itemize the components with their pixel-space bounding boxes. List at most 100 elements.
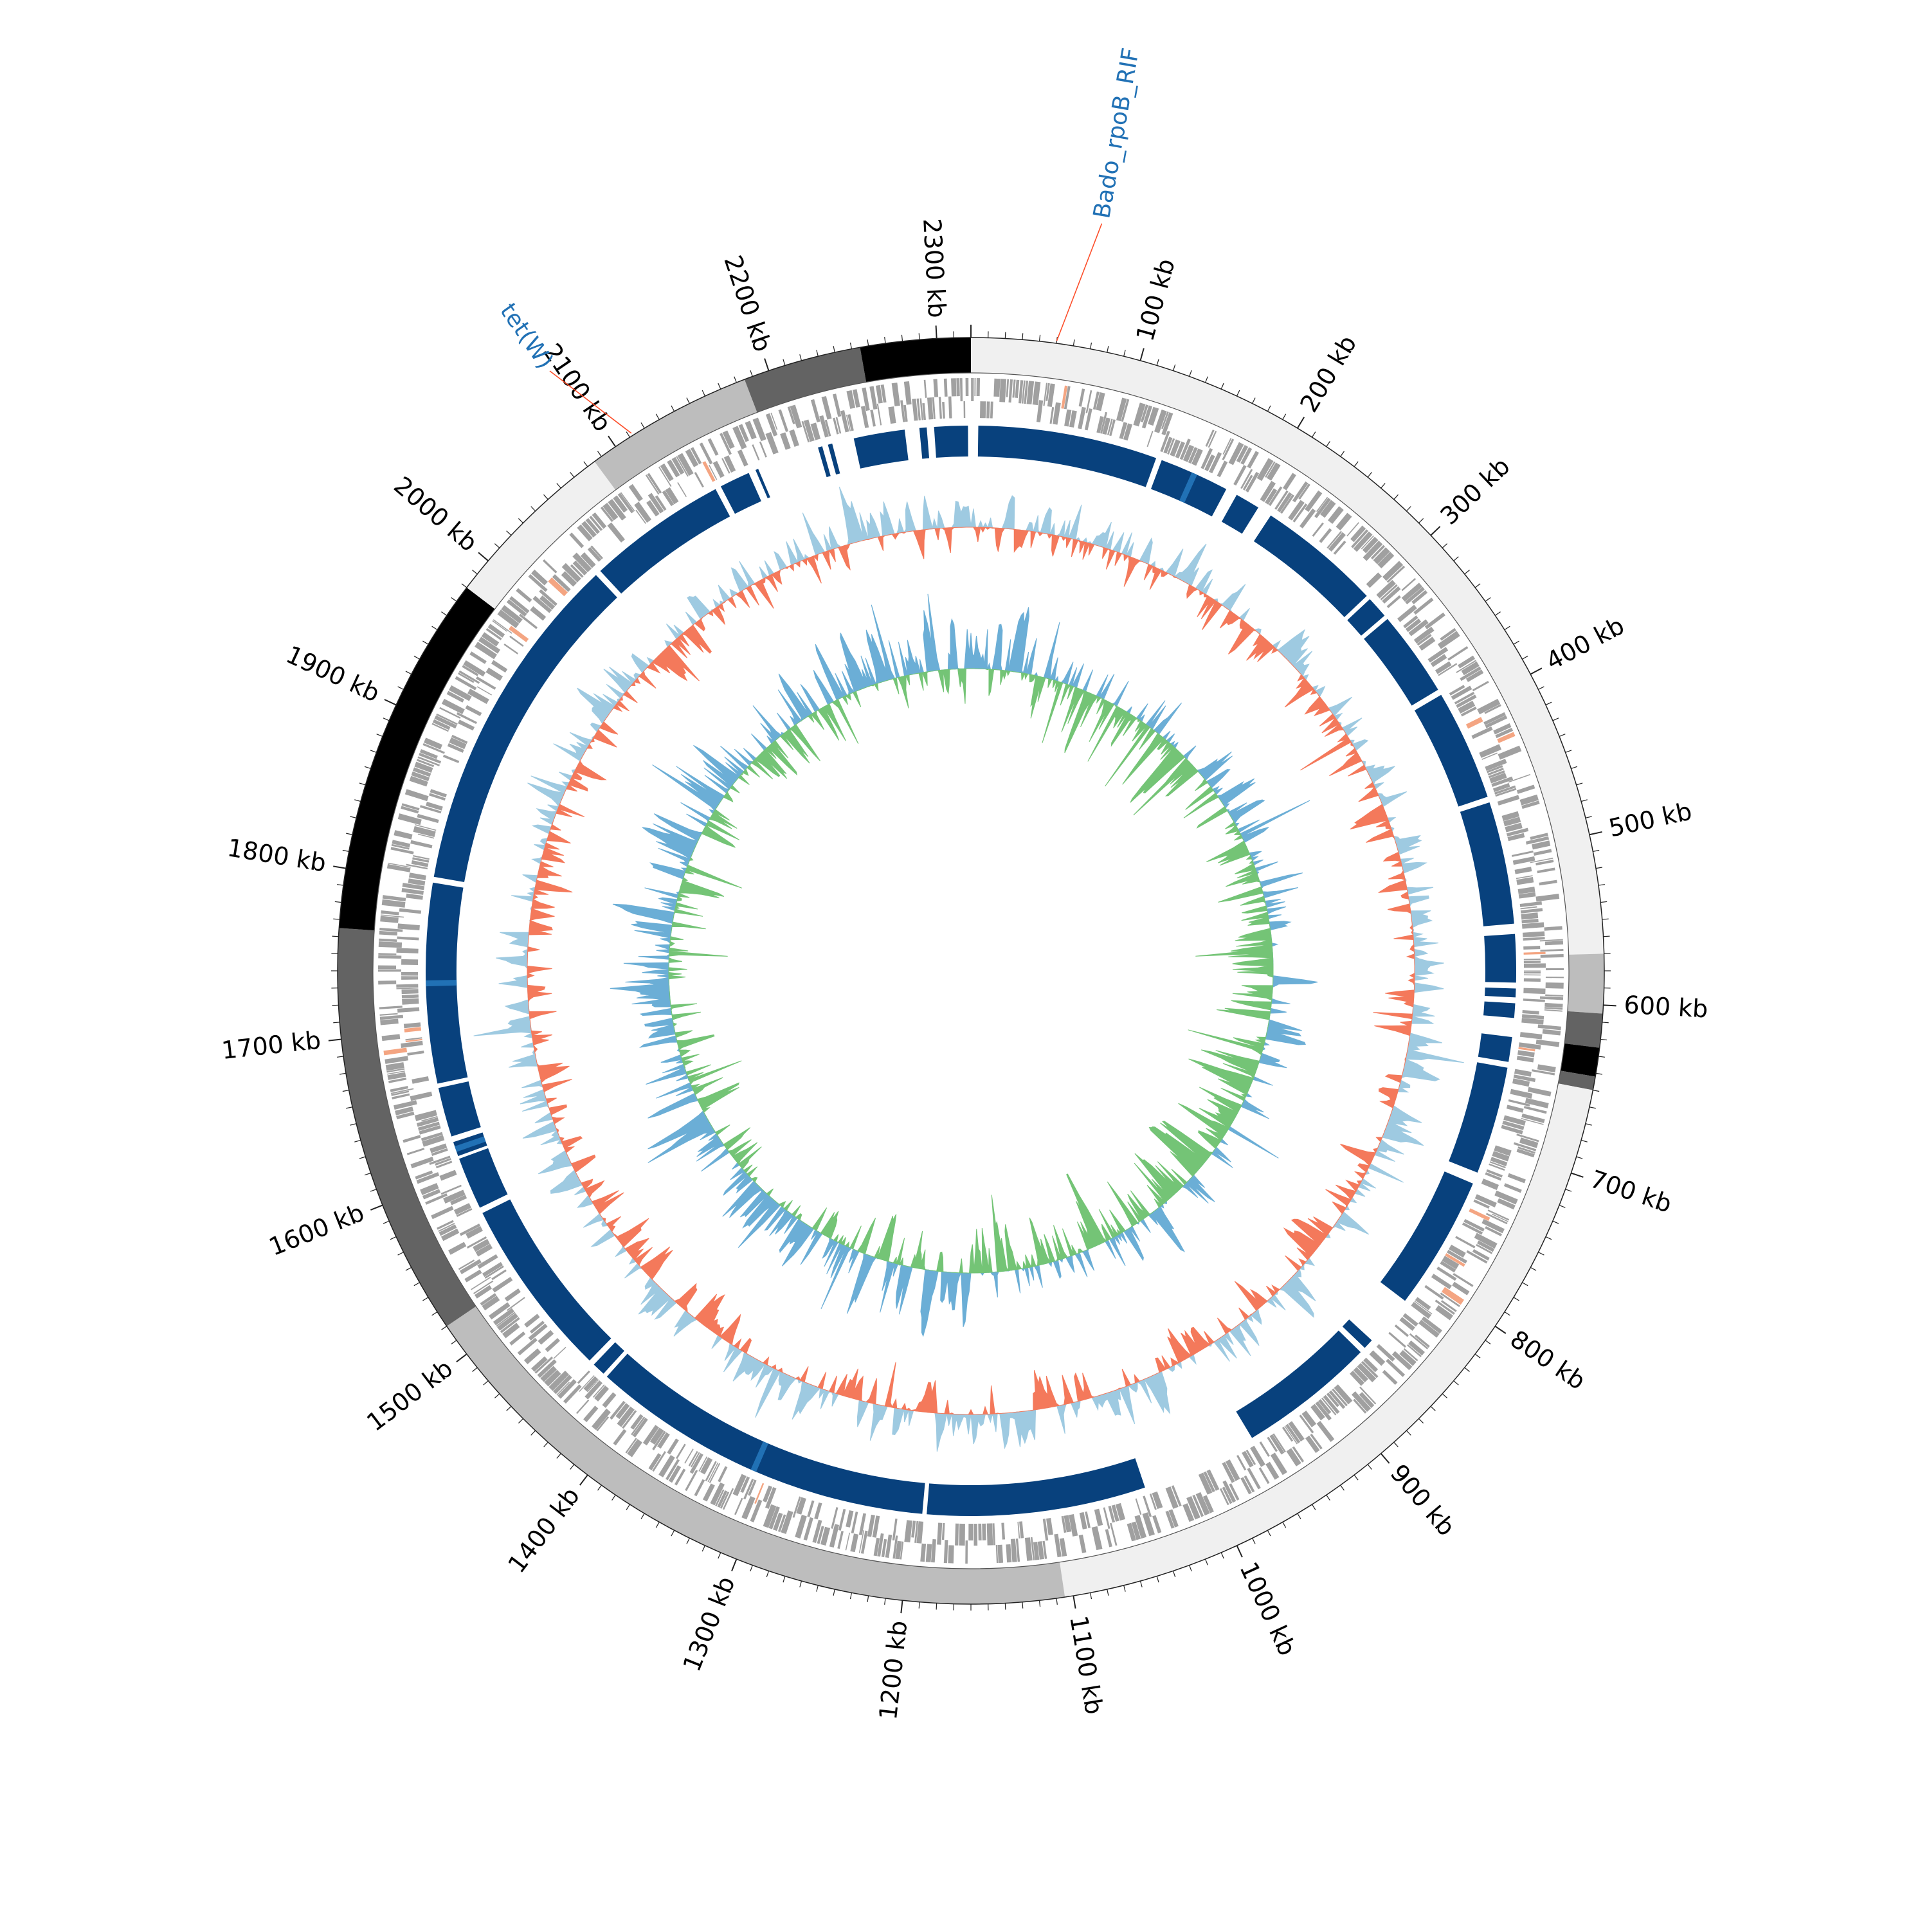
minor-tick bbox=[1298, 1513, 1301, 1519]
cds-feature bbox=[974, 1524, 977, 1546]
cds-feature bbox=[1152, 1492, 1163, 1509]
minor-tick bbox=[414, 656, 420, 659]
cds-feature bbox=[378, 955, 401, 959]
cds-feature bbox=[379, 1013, 397, 1016]
cds-feature bbox=[990, 402, 993, 419]
cds-feature bbox=[1054, 1534, 1062, 1558]
minor-tick bbox=[867, 1596, 869, 1602]
minor-tick bbox=[383, 718, 389, 721]
minor-tick bbox=[354, 1141, 361, 1142]
minor-tick bbox=[1283, 1522, 1286, 1528]
cds-feature bbox=[394, 830, 412, 839]
minor-tick bbox=[441, 612, 446, 616]
cds-feature bbox=[1328, 532, 1346, 552]
cds-feature bbox=[380, 1018, 399, 1025]
cds-feature bbox=[1015, 380, 1020, 398]
minor-tick bbox=[398, 1252, 404, 1255]
minor-tick bbox=[1598, 1056, 1605, 1057]
cds-feature bbox=[576, 1400, 589, 1414]
cds-feature bbox=[1524, 979, 1541, 982]
cds-feature bbox=[396, 988, 418, 989]
gc-content-positive bbox=[474, 487, 1464, 1451]
minor-tick bbox=[1354, 1475, 1358, 1480]
minor-tick bbox=[1514, 1297, 1519, 1301]
minor-tick bbox=[1431, 1406, 1435, 1411]
major-tick bbox=[1141, 348, 1144, 361]
cds-feature bbox=[789, 429, 799, 447]
cds-feature bbox=[694, 472, 704, 487]
minor-tick bbox=[472, 1368, 477, 1371]
minor-tick bbox=[333, 1022, 340, 1023]
minor-tick bbox=[800, 1581, 802, 1587]
cds-feature bbox=[986, 401, 990, 418]
cds-feature bbox=[1283, 473, 1296, 491]
cds-feature bbox=[1001, 1522, 1005, 1539]
cds-feature bbox=[1537, 867, 1555, 873]
gc-skew-track bbox=[610, 594, 1318, 1336]
minor-tick bbox=[462, 584, 467, 588]
cds-feature bbox=[378, 970, 401, 972]
minor-tick bbox=[1091, 343, 1092, 349]
cds-feature bbox=[1544, 926, 1562, 930]
cds-feature bbox=[892, 383, 900, 406]
tick-label: 900 kb bbox=[1385, 1459, 1461, 1541]
homology-block-2 bbox=[1222, 495, 1258, 534]
minor-tick bbox=[766, 1571, 768, 1576]
minor-tick bbox=[1056, 1598, 1057, 1605]
cds-feature bbox=[1546, 977, 1564, 978]
cds-feature bbox=[503, 644, 518, 655]
minor-tick bbox=[350, 1124, 356, 1125]
cds-feature bbox=[1366, 572, 1382, 588]
minor-tick bbox=[432, 1312, 437, 1315]
cds-feature bbox=[1011, 1539, 1017, 1562]
minor-tick bbox=[1596, 867, 1602, 869]
cds-feature bbox=[1012, 379, 1015, 397]
cds-feature bbox=[410, 1092, 433, 1101]
minor-tick bbox=[1327, 441, 1330, 446]
tick-label: 300 kb bbox=[1435, 452, 1515, 530]
minor-tick bbox=[901, 335, 902, 341]
cds-feature bbox=[485, 667, 503, 681]
minor-tick bbox=[1221, 1553, 1224, 1558]
cds-track bbox=[378, 378, 1564, 1564]
minor-tick bbox=[1566, 750, 1571, 752]
minor-tick bbox=[1419, 518, 1424, 523]
minor-tick bbox=[365, 1173, 370, 1175]
homology-block-10 bbox=[1483, 1002, 1515, 1018]
minor-tick bbox=[557, 483, 561, 489]
cds-feature bbox=[1455, 1236, 1475, 1248]
cds-feature bbox=[888, 406, 896, 424]
cds-feature bbox=[676, 1444, 686, 1459]
cds-feature bbox=[972, 378, 974, 401]
cds-feature bbox=[647, 473, 662, 494]
minor-tick bbox=[1267, 406, 1271, 411]
cds-feature bbox=[1504, 1183, 1522, 1193]
cds-feature bbox=[1319, 528, 1332, 543]
cds-feature bbox=[1524, 972, 1541, 974]
cds-feature bbox=[1481, 1178, 1499, 1190]
cds-feature bbox=[885, 1535, 892, 1558]
minor-tick bbox=[1107, 346, 1109, 352]
cds-feature bbox=[403, 1135, 421, 1142]
cds-feature bbox=[608, 523, 625, 543]
cds-feature bbox=[401, 1041, 423, 1048]
cds-feature bbox=[759, 441, 767, 457]
minor-tick bbox=[1221, 383, 1224, 389]
cds-feature bbox=[1085, 408, 1092, 430]
minor-tick bbox=[1039, 1600, 1040, 1607]
minor-tick bbox=[359, 1157, 366, 1159]
tick-label: 1600 kb bbox=[265, 1198, 368, 1261]
cds-feature bbox=[431, 1206, 453, 1219]
gc-skew-positive bbox=[610, 594, 1318, 1336]
cds-feature bbox=[1019, 1521, 1024, 1538]
minor-tick bbox=[671, 406, 675, 411]
minor-tick bbox=[702, 390, 705, 396]
minor-tick bbox=[1406, 507, 1411, 511]
major-tick bbox=[765, 359, 768, 371]
minor-tick bbox=[414, 1283, 420, 1286]
cds-feature bbox=[939, 397, 942, 419]
minor-tick bbox=[817, 1585, 818, 1592]
minor-tick bbox=[383, 1221, 389, 1223]
minor-tick bbox=[1005, 332, 1006, 338]
